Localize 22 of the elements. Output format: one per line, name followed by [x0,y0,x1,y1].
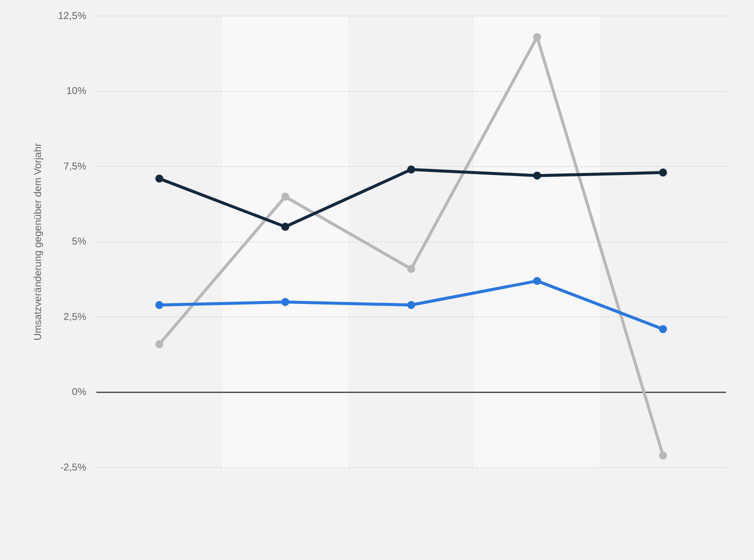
y-tick-label: -2,5% [60,462,86,474]
y-tick-label: 2,5% [64,312,86,323]
point [659,325,668,334]
point [407,301,416,310]
y-tick-label: 12,5% [58,10,86,22]
y-tick-label: 5% [72,236,86,248]
point [659,168,668,177]
point [407,264,416,273]
y-tick-label: 0% [72,387,86,398]
y-axis-title: Umsatzveränderung gegenüber dem Vorjahr [32,142,44,340]
point [407,166,416,174]
point [155,301,164,310]
point [281,298,290,306]
point [533,172,542,180]
point [659,452,668,460]
point [155,340,164,348]
point [155,174,164,183]
y-tick-label: 7,5% [64,161,86,172]
point [281,192,290,201]
point [533,276,542,285]
point [281,222,290,231]
y-tick-label: 10% [66,86,86,98]
